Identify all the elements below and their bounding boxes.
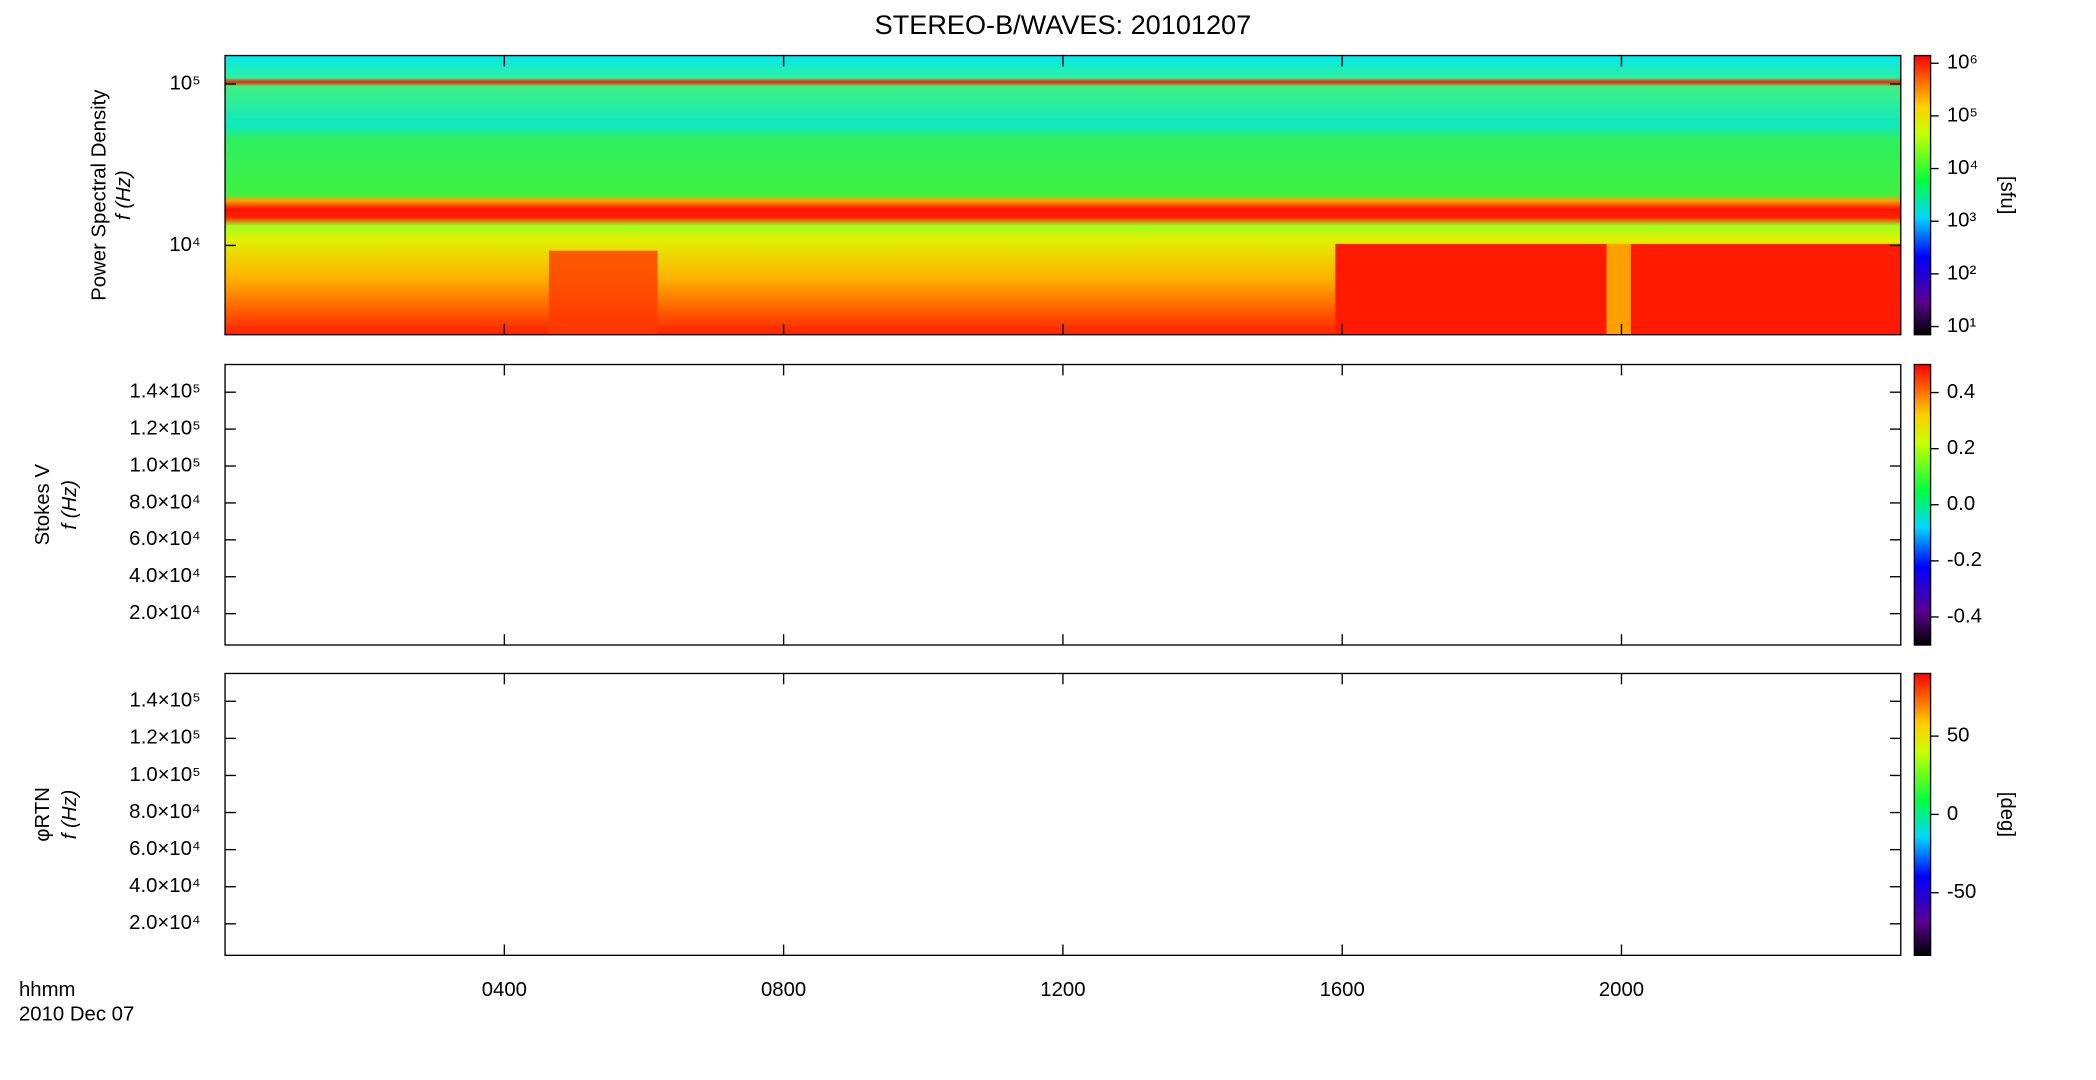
- y-tick-label: 2.0×10⁴: [129, 602, 201, 624]
- y-tick-label: 1.0×10⁵: [129, 764, 200, 786]
- colorbar-tick-label: -50: [1947, 881, 1976, 903]
- y-tick-label: 10⁵: [170, 72, 201, 94]
- y-tick-label: 1.0×10⁵: [129, 454, 200, 476]
- y-axis-label: φRTN: [32, 787, 54, 842]
- y-axis-label: f (Hz): [59, 480, 81, 530]
- colorbar-tick-label: 10⁵: [1947, 104, 1978, 126]
- y-tick-label: 1.4×10⁵: [129, 690, 200, 712]
- chart-title: STEREO-B/WAVES: 20101207: [875, 9, 1252, 40]
- colorbar-tick-label: 10⁴: [1947, 157, 1978, 179]
- x-axis-label: hhmm: [19, 979, 75, 1001]
- y-tick-label: 4.0×10⁴: [129, 565, 201, 587]
- y-tick-label: 6.0×10⁴: [129, 528, 201, 550]
- colorbar-label: [deg]: [1996, 792, 2018, 837]
- colorbar-tick-label: 10¹: [1947, 315, 1977, 337]
- colorbar-tick-label: 0.0: [1947, 493, 1975, 515]
- colorbar: [1913, 672, 1932, 957]
- x-axis-label: 2010 Dec 07: [19, 1003, 134, 1025]
- y-axis-label: Power Spectral Density: [89, 89, 111, 301]
- colorbar-tick-label: 0: [1947, 803, 1958, 825]
- y-tick-label: 6.0×10⁴: [129, 838, 201, 860]
- colorbar-tick-label: 0.4: [1947, 381, 1975, 403]
- colorbar-tick-label: 10²: [1947, 262, 1977, 284]
- colorbar-tick-label: -0.4: [1947, 605, 1982, 627]
- y-tick-label: 1.2×10⁵: [129, 417, 200, 439]
- plot-frame: [224, 363, 1902, 646]
- colorbar-tick-label: 10³: [1947, 210, 1977, 232]
- x-tick-label: 1200: [1040, 979, 1085, 1001]
- colorbar-label: [sfu]: [1996, 176, 2018, 214]
- x-tick-label: 1600: [1320, 979, 1365, 1001]
- y-tick-label: 4.0×10⁴: [129, 875, 201, 897]
- colorbar-tick-label: 0.2: [1947, 437, 1975, 459]
- x-tick-label: 0400: [482, 979, 527, 1001]
- colorbar: [1913, 54, 1932, 336]
- colorbar-tick-label: 50: [1947, 724, 1970, 746]
- x-tick-label: 0800: [761, 979, 806, 1001]
- y-axis-label: f (Hz): [113, 170, 135, 220]
- y-tick-label: 1.4×10⁵: [129, 381, 200, 403]
- x-tick-label: 2000: [1599, 979, 1644, 1001]
- y-axis-label: f (Hz): [59, 790, 81, 840]
- y-tick-label: 8.0×10⁴: [129, 801, 201, 823]
- y-tick-label: 2.0×10⁴: [129, 912, 201, 934]
- colorbar: [1913, 363, 1932, 646]
- y-axis-label: Stokes V: [32, 464, 54, 546]
- y-tick-label: 10⁴: [169, 234, 200, 256]
- colorbar-tick-label: -0.2: [1947, 549, 1982, 571]
- colorbar-tick-label: 10⁶: [1947, 52, 1978, 74]
- spectrogram-image: [225, 55, 1901, 335]
- y-tick-label: 8.0×10⁴: [129, 491, 201, 513]
- y-tick-label: 1.2×10⁵: [129, 727, 200, 749]
- plot-frame: [224, 672, 1902, 957]
